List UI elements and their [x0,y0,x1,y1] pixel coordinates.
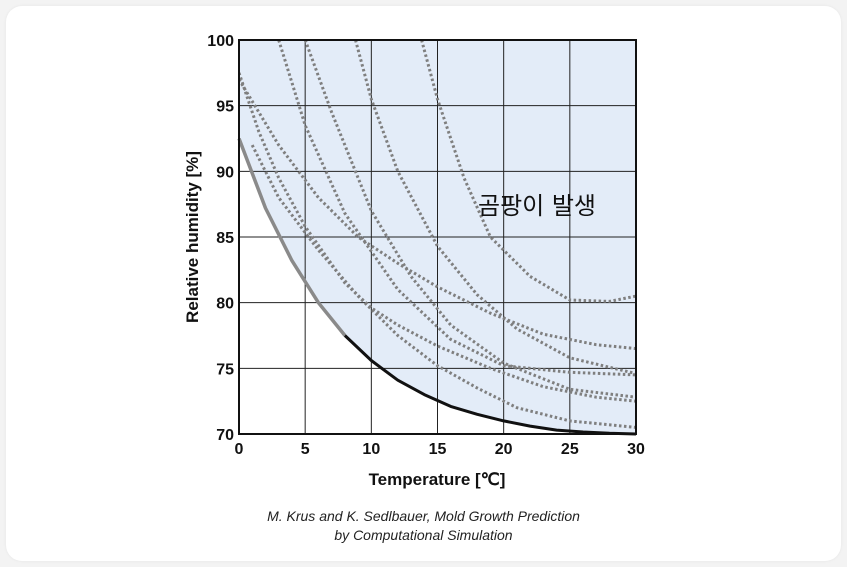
y-tick-label: 85 [216,230,234,247]
dotted-isopleth-2 [303,40,636,399]
caption-line-2: by Computational Simulation [334,527,513,543]
dotted-isopleth-1 [277,40,636,377]
x-tick-label: 0 [235,441,244,458]
plot-frame [238,39,637,435]
y-tick-label: 80 [216,296,234,313]
y-tick-label: 90 [216,164,234,181]
x-axis-title: Temperature [℃] [369,470,506,489]
dotted-isopleth-6 [239,72,636,403]
dotted-isopleth-5 [239,78,636,351]
mold-growth-chart: 0 5 10 15 20 25 30 70 75 80 85 90 95 100 Temperature … [183,33,645,489]
mold-growth-region-label: 곰팡이 발생 [478,192,596,220]
x-tick-label: 20 [495,441,513,458]
caption-line-1: M. Krus and K. Sedlbauer, Mold Growth Pr… [267,508,580,524]
x-tick-label: 10 [362,441,380,458]
y-tick-label: 70 [216,427,234,444]
y-tick-label: 75 [216,361,234,378]
x-tick-label: 25 [561,441,579,458]
threshold-curve-lower [343,334,637,436]
y-tick-label: 100 [207,33,234,50]
dotted-isopleth-7 [250,144,636,429]
y-axis-title: Relative humidity [%] [183,151,202,323]
x-tick-label: 5 [301,441,310,458]
x-tick-label: 30 [627,441,645,458]
y-tick-label: 95 [216,99,234,116]
threshold-curve-upper [237,137,347,337]
dotted-isopleth-4 [420,40,636,303]
x-tick-label: 15 [429,441,447,458]
